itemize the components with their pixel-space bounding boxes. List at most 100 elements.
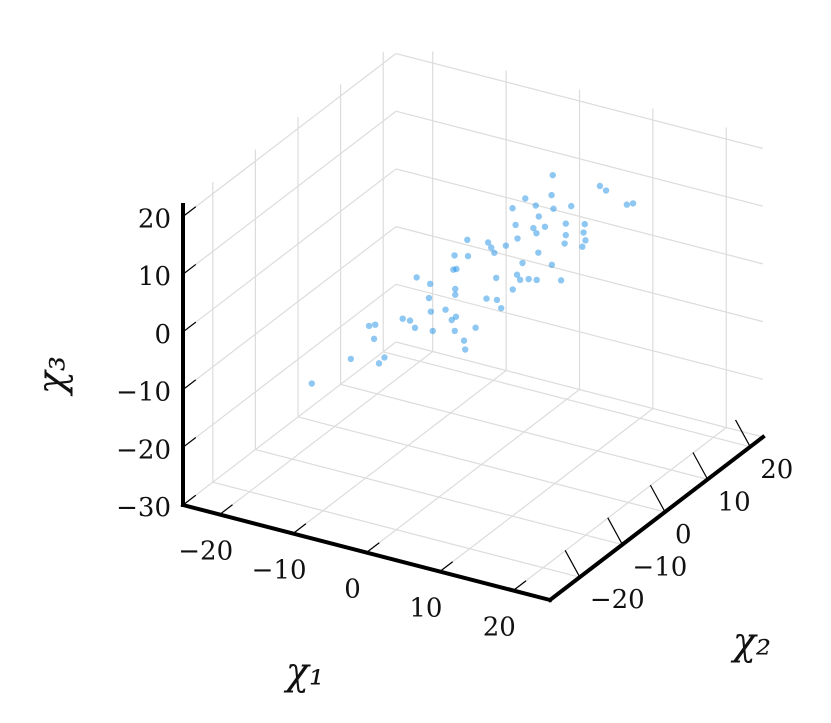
- point: [347, 355, 355, 363]
- point: [548, 191, 555, 199]
- grid-line: [212, 481, 580, 578]
- point: [509, 205, 516, 212]
- point: [375, 360, 383, 367]
- z-tick-label: 20: [138, 205, 171, 235]
- y-tick-label: −20: [590, 585, 645, 615]
- point: [497, 304, 505, 312]
- point: [451, 327, 458, 335]
- point: [483, 295, 490, 302]
- point: [451, 252, 458, 259]
- point: [568, 202, 575, 210]
- point: [548, 261, 556, 269]
- point: [365, 322, 373, 330]
- point: [629, 200, 637, 207]
- point: [525, 275, 532, 283]
- tick-mark: [564, 550, 581, 578]
- point: [464, 236, 471, 244]
- grid-line: [395, 341, 764, 438]
- grid-line: [395, 168, 764, 265]
- point: [493, 296, 501, 304]
- grid-line: [182, 283, 397, 448]
- z-tick-label: −20: [116, 435, 171, 465]
- z-tick-label: 10: [138, 262, 171, 292]
- tick-mark: [735, 419, 751, 448]
- z-tick-label: 0: [154, 320, 171, 350]
- x-tick-label: −10: [252, 556, 307, 586]
- tick-mark: [292, 523, 307, 534]
- y-axis: [547, 434, 766, 603]
- point: [562, 220, 569, 227]
- point: [448, 316, 455, 324]
- point: [561, 240, 568, 247]
- x-axis: [180, 502, 553, 603]
- point: [579, 243, 586, 250]
- grid-line: [395, 283, 764, 380]
- tick-mark: [649, 484, 666, 513]
- point: [541, 223, 549, 230]
- point: [472, 324, 479, 331]
- tick-mark: [439, 561, 454, 572]
- point: [381, 354, 388, 361]
- grid-line: [383, 351, 751, 448]
- point: [406, 317, 414, 324]
- x-tick-label: 0: [344, 575, 361, 605]
- point: [557, 277, 565, 284]
- point: [522, 195, 529, 202]
- point: [372, 321, 379, 328]
- tick-mark: [182, 379, 197, 391]
- point: [533, 230, 540, 237]
- grid-line: [182, 53, 397, 218]
- point: [442, 306, 449, 313]
- point: [535, 249, 542, 256]
- grid-line: [182, 110, 397, 275]
- tick-mark: [182, 206, 197, 218]
- tick-mark: [182, 437, 197, 448]
- point: [562, 231, 569, 239]
- grid-line: [182, 341, 397, 506]
- tick-mark: [182, 494, 197, 506]
- x-tick-label: 20: [483, 613, 516, 643]
- point: [425, 294, 433, 302]
- grid-line: [219, 351, 434, 515]
- tick-mark: [512, 580, 527, 591]
- point: [493, 274, 500, 282]
- point: [426, 280, 434, 288]
- x-tick-label: 10: [409, 594, 442, 624]
- point: [581, 220, 588, 228]
- tick-mark: [692, 452, 709, 480]
- point: [460, 337, 468, 344]
- point: [532, 202, 539, 209]
- point: [413, 274, 420, 281]
- point: [411, 324, 419, 331]
- grid-line: [439, 408, 654, 572]
- point: [491, 249, 498, 256]
- point: [512, 221, 519, 229]
- point: [484, 239, 492, 246]
- point: [596, 182, 604, 190]
- grid-line: [182, 168, 397, 333]
- point: [450, 266, 457, 273]
- grid-line: [182, 226, 397, 391]
- grid-line: [340, 383, 708, 480]
- grid-line: [395, 110, 764, 207]
- grid-line: [395, 52, 764, 150]
- point: [513, 271, 521, 278]
- point: [452, 291, 459, 298]
- grid-line: [297, 416, 666, 513]
- z-tick-label: −30: [116, 493, 171, 523]
- point: [516, 276, 524, 284]
- y-tick-label: 0: [675, 520, 692, 550]
- y-tick-label: −10: [632, 553, 687, 583]
- tick-mark: [607, 517, 623, 545]
- point: [308, 380, 315, 387]
- tick-mark: [182, 263, 197, 275]
- point: [464, 252, 472, 260]
- grid-line: [292, 370, 507, 534]
- z-axis-title: χ₃: [30, 356, 74, 397]
- point: [623, 201, 631, 208]
- point: [452, 285, 459, 293]
- point: [549, 171, 556, 179]
- x-axis-title: χ₁: [283, 650, 324, 694]
- point: [519, 259, 526, 267]
- point: [509, 286, 516, 293]
